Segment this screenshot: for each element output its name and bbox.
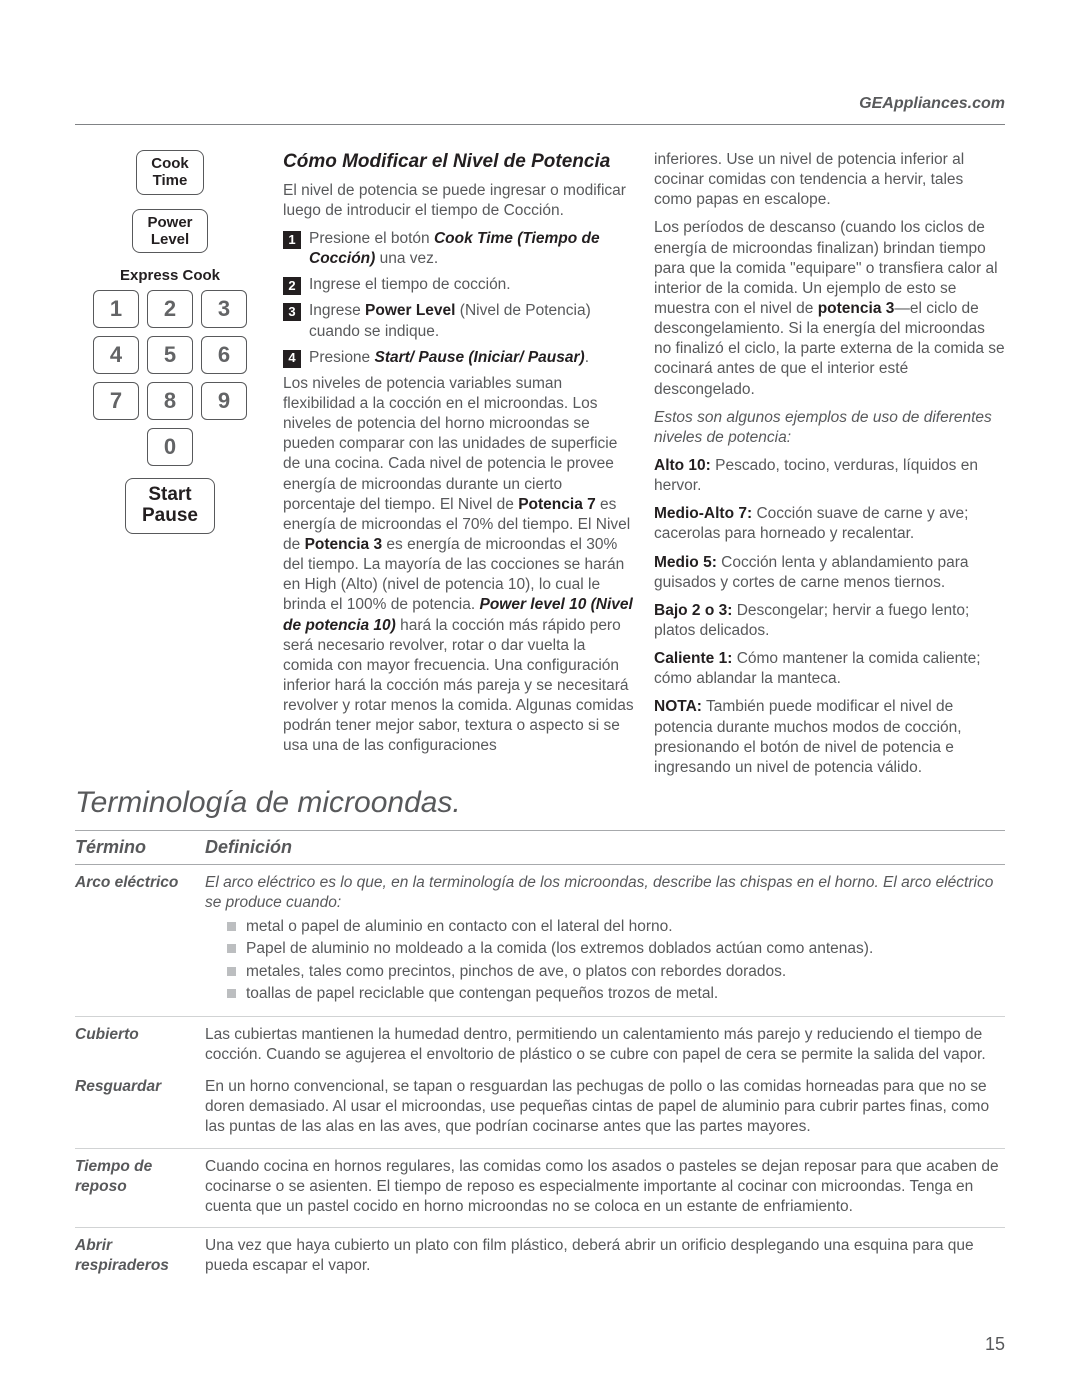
step-1: 1 Presione el botón Cook Time (Tiempo de… [283,229,634,269]
key-3[interactable]: 3 [201,290,247,328]
level-bajo23: Bajo 2 o 3: Descongelar; hervir a fuego … [654,601,1005,641]
square-bullet-icon [227,922,236,931]
step-text: Ingrese el tiempo de cocción. [309,275,634,295]
term-definition: Cuando cocina en hornos regulares, las c… [205,1157,1005,1217]
step-number-icon: 1 [283,231,301,249]
step-number-icon: 2 [283,277,301,295]
level-medio5: Medio 5: Cocción lenta y ablandamiento p… [654,553,1005,593]
cook-time-button[interactable]: Cook Time [136,150,204,195]
body-paragraph: Los niveles de potencia variables suman … [283,374,634,757]
term-label: Cubierto [75,1025,205,1065]
text-columns: Cómo Modificar el Nivel de Potencia El n… [283,150,1005,786]
header-url: GEAppliances.com [859,95,1005,113]
express-cook-label: Express Cook [120,267,220,284]
step-4: 4 Presione Start/ Pause (Iniciar/ Pausar… [283,348,634,368]
term-definition: En un horno convencional, se tapan o res… [205,1077,1005,1137]
square-bullet-icon [227,967,236,976]
numeric-keypad: 1 2 3 4 5 6 7 8 9 0 [93,290,247,466]
term-label: Tiempo de reposo [75,1157,205,1217]
key-1[interactable]: 1 [93,290,139,328]
level-medioalto7: Medio-Alto 7: Cocción suave de carne y a… [654,504,1005,544]
terminology-section: Terminología de microondas. Término Defi… [75,786,1005,1286]
header-def: Definición [205,837,292,858]
bullet-list: metal o papel de aluminio en contacto co… [205,917,1005,1004]
step-2: 2 Ingrese el tiempo de cocción. [283,275,634,295]
start-pause-button[interactable]: Start Pause [125,478,215,534]
step-text: Presione el botón Cook Time (Tiempo de C… [309,229,634,269]
square-bullet-icon [227,989,236,998]
key-6[interactable]: 6 [201,336,247,374]
nota-paragraph: NOTA: También puede modificar el nivel d… [654,697,1005,778]
term-label: Resguardar [75,1077,205,1137]
term-label: Arco eléctrico [75,873,205,1006]
step-text: Presione Start/ Pause (Iniciar/ Pausar). [309,348,634,368]
list-item: metales, tales como precintos, pinchos d… [227,962,1005,982]
term-label: Abrir respiraderos [75,1236,205,1276]
term-row-resguardar: Resguardar En un horno convencional, se … [75,1069,1005,1148]
key-2[interactable]: 2 [147,290,193,328]
term-row-tiempo: Tiempo de reposo Cuando cocina en hornos… [75,1149,1005,1228]
rest-period-paragraph: Los períodos de descanso (cuando los cic… [654,218,1005,399]
power-level-button[interactable]: Power Level [132,209,207,254]
step-3: 3 Ingrese Power Level (Nivel de Potencia… [283,301,634,341]
key-5[interactable]: 5 [147,336,193,374]
term-definition: Las cubiertas mantienen la humedad dentr… [205,1025,1005,1065]
section-heading: Cómo Modificar el Nivel de Potencia [283,150,634,175]
term-definition: Una vez que haya cubierto un plato con f… [205,1236,1005,1276]
key-0[interactable]: 0 [147,428,193,466]
column-1: Cómo Modificar el Nivel de Potencia El n… [283,150,634,786]
terminology-header-row: Término Definición [75,830,1005,865]
key-7[interactable]: 7 [93,382,139,420]
keypad-panel: Cook Time Power Level Express Cook 1 2 3… [75,150,265,786]
intro-paragraph: El nivel de potencia se puede ingresar o… [283,181,634,221]
step-number-icon: 4 [283,350,301,368]
term-row-arco: Arco eléctrico El arco eléctrico es lo q… [75,865,1005,1017]
column-2: inferiores. Use un nivel de potencia inf… [654,150,1005,786]
level-caliente1: Caliente 1: Cómo mantener la comida cali… [654,649,1005,689]
list-item: metal o papel de aluminio en contacto co… [227,917,1005,937]
page-number: 15 [985,1334,1005,1355]
main-content: Cook Time Power Level Express Cook 1 2 3… [75,150,1005,786]
step-number-icon: 3 [283,303,301,321]
list-item: Papel de aluminio no moldeado a la comid… [227,939,1005,959]
key-8[interactable]: 8 [147,382,193,420]
square-bullet-icon [227,944,236,953]
top-rule [75,124,1005,125]
term-row-cubierto: Cubierto Las cubiertas mantienen la hume… [75,1017,1005,1069]
list-item: toallas de papel reciclable que contenga… [227,984,1005,1004]
level-alto10: Alto 10: Pescado, tocino, verduras, líqu… [654,456,1005,496]
term-definition: El arco eléctrico es lo que, en la termi… [205,873,1005,1006]
terminology-title: Terminología de microondas. [75,786,1005,820]
examples-intro: Estos son algunos ejemplos de uso de dif… [654,408,1005,448]
term-row-abrir: Abrir respiraderos Una vez que haya cubi… [75,1228,1005,1286]
key-9[interactable]: 9 [201,382,247,420]
key-4[interactable]: 4 [93,336,139,374]
continuation-paragraph: inferiores. Use un nivel de potencia inf… [654,150,1005,210]
header-term: Término [75,837,205,858]
step-text: Ingrese Power Level (Nivel de Potencia) … [309,301,634,341]
